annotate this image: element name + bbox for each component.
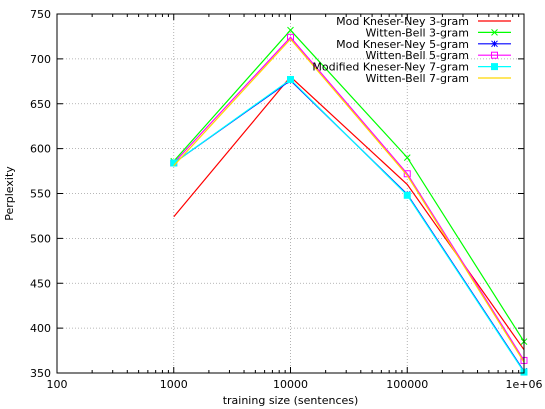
y-tick-label: 350 xyxy=(30,367,51,380)
y-tick-label: 750 xyxy=(30,8,51,21)
data-point xyxy=(287,26,294,34)
y-tick-label: 450 xyxy=(30,277,51,290)
legend-item: Mod Kneser-Ney 5-gram xyxy=(336,38,511,51)
x-tick-label: 100000 xyxy=(386,378,428,391)
data-point xyxy=(403,170,411,178)
legend-marker xyxy=(491,29,498,36)
series-1 xyxy=(170,26,528,345)
series-0 xyxy=(173,75,525,351)
y-tick-label: 650 xyxy=(30,98,51,111)
legend-marker xyxy=(491,51,498,59)
legend-item: Modified Kneser-Ney 7-gram xyxy=(312,61,511,74)
legend-item: Witten-Bell 7-gram xyxy=(366,72,511,85)
series-line xyxy=(173,78,525,373)
legend-marker xyxy=(491,63,498,71)
series-line xyxy=(173,36,525,361)
legend-label: Mod Kneser-Ney 5-gram xyxy=(336,38,469,51)
legend-label: Mod Kneser-Ney 3-gram xyxy=(336,15,469,28)
series-line xyxy=(173,29,525,342)
series-line xyxy=(173,79,525,372)
axis-ticks: 350 400 450 500 550 600 650 700 750 100 1000 10000 1… xyxy=(30,8,542,391)
series-4 xyxy=(170,76,528,376)
data-point xyxy=(287,33,294,41)
y-axis-label: Perplexity xyxy=(3,166,16,221)
data-point xyxy=(287,76,294,84)
series-line xyxy=(173,38,525,363)
legend-label: Witten-Bell 7-gram xyxy=(366,72,470,85)
legend-item: Witten-Bell 3-gram xyxy=(366,26,511,39)
x-tick-label: 1000 xyxy=(160,378,188,391)
data-point xyxy=(403,154,411,161)
legend-item: Mod Kneser-Ney 3-gram xyxy=(336,15,511,28)
series-2 xyxy=(170,77,528,375)
x-axis-label: training size (sentences) xyxy=(223,394,359,407)
legend-marker xyxy=(491,40,498,48)
series-5 xyxy=(173,38,525,363)
data-point xyxy=(403,191,411,199)
series-line xyxy=(173,75,525,351)
x-tick-label: 10000 xyxy=(273,378,308,391)
legend-label: Modified Kneser-Ney 7-gram xyxy=(312,61,469,74)
legend-item: Witten-Bell 5-gram xyxy=(366,49,511,62)
x-tick-label: 1e+06 xyxy=(506,378,543,391)
y-tick-label: 700 xyxy=(30,53,51,66)
y-tick-label: 400 xyxy=(30,322,51,335)
y-tick-label: 550 xyxy=(30,188,51,201)
series-3 xyxy=(170,33,528,364)
legend-label: Witten-Bell 5-gram xyxy=(366,49,470,62)
y-tick-label: 500 xyxy=(30,232,51,245)
plot-frame xyxy=(56,13,525,374)
series-group xyxy=(170,26,528,376)
y-tick-label: 600 xyxy=(30,143,51,156)
legend-label: Witten-Bell 3-gram xyxy=(366,26,470,39)
x-tick-label: 100 xyxy=(47,378,68,391)
